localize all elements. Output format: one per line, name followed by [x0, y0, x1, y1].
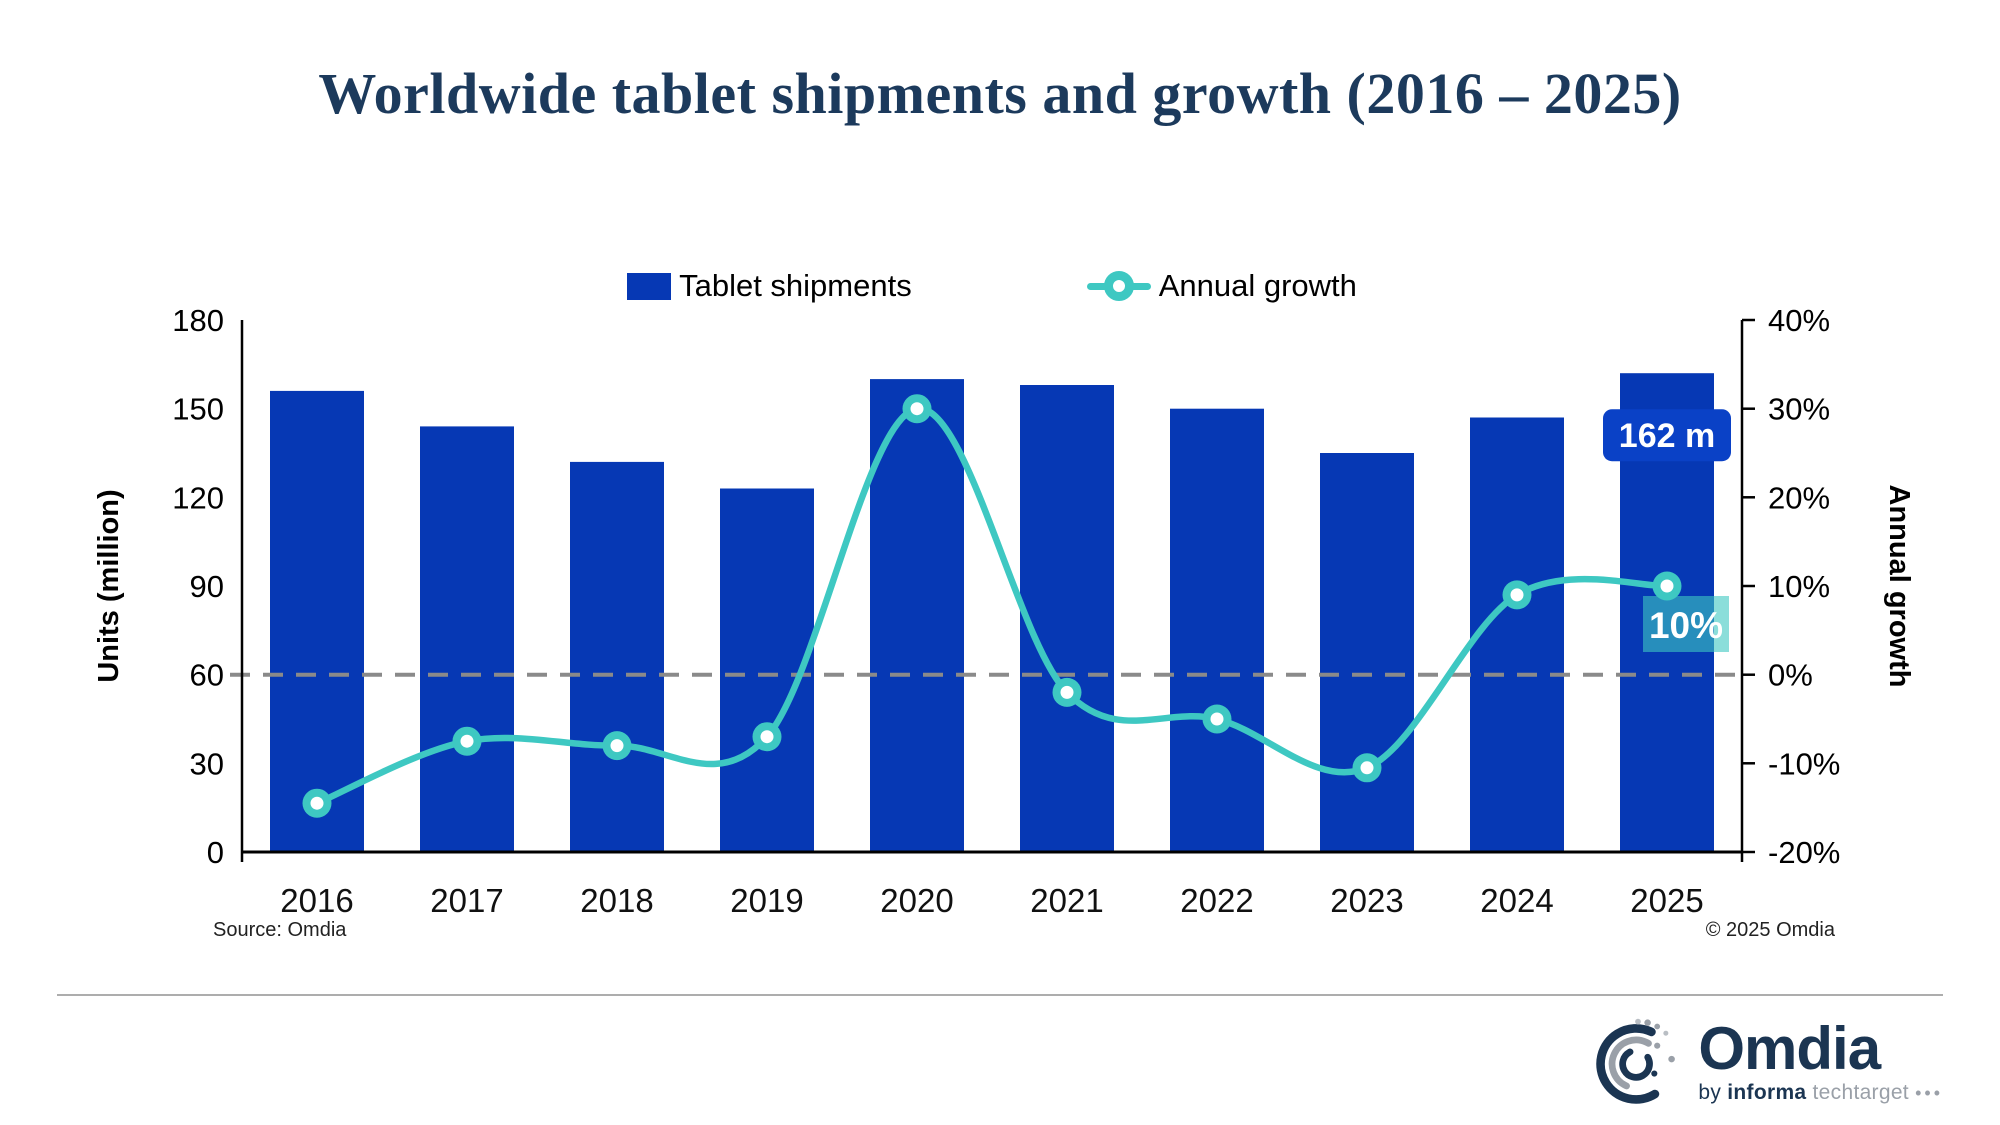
bar-swatch-icon [627, 272, 672, 300]
omdia-logo-icon [1596, 1018, 1677, 1104]
right-axis-tick-40%: 40% [1768, 303, 1830, 338]
year-label-2021: 2021 [1030, 882, 1103, 919]
growth-marker-center-2016 [310, 796, 324, 810]
omdia-tagline: by informa techtarget ••• [1698, 1081, 1943, 1105]
bar-2023 [1320, 453, 1414, 852]
year-label-2018: 2018 [580, 882, 653, 919]
shipments-value-badge [1603, 409, 1731, 462]
growth-marker-center-2018 [610, 739, 624, 753]
right-axis-title: Annual growth [1883, 485, 1915, 688]
bar-2021 [1020, 385, 1114, 852]
left-axis-tick-0: 0 [207, 835, 224, 870]
growth-marker-center-2023 [1360, 761, 1374, 775]
donut-marker-icon [1103, 271, 1134, 301]
left-axis-tick-30: 30 [190, 746, 224, 781]
shipments-value-badge-text: 162 m [1619, 417, 1715, 455]
growth-marker-center-2022 [1210, 712, 1224, 726]
omdia-wordmark: Omdia [1698, 1014, 1881, 1082]
right-axis-tick-30%: 30% [1768, 392, 1830, 427]
growth-value-badge [1643, 596, 1729, 652]
legend: Tablet shipments Annual growth [242, 268, 1742, 304]
year-label-2024: 2024 [1480, 882, 1553, 919]
left-axis-title: Units (million) [93, 489, 125, 682]
growth-marker-center-2019 [760, 730, 774, 744]
bar-2024 [1470, 417, 1564, 852]
left-axis-tick-120: 120 [172, 480, 224, 515]
growth-marker-center-2017 [460, 734, 474, 748]
omdia-logo-text: Omdia by informa techtarget ••• [1698, 1014, 1943, 1105]
right-axis-tick--10%: -10% [1768, 746, 1840, 781]
bar-2016 [270, 390, 364, 852]
growth-marker-center-2024 [1510, 588, 1524, 602]
year-label-2017: 2017 [430, 882, 503, 919]
bar-2018 [570, 461, 664, 852]
year-label-2016: 2016 [280, 882, 353, 919]
bar-2017 [420, 426, 514, 852]
footer-divider [57, 994, 1943, 996]
tagline-by: by [1698, 1080, 1722, 1104]
growth-marker-center-2025 [1660, 579, 1674, 593]
year-label-2022: 2022 [1180, 882, 1253, 919]
copyright-note: © 2025 Omdia [1705, 919, 1835, 941]
legend-label-shipments: Tablet shipments [679, 268, 912, 303]
bar-2020 [870, 379, 964, 852]
chart-title: Worldwide tablet shipments and growth (2… [318, 61, 1682, 126]
year-label-2020: 2020 [880, 882, 953, 919]
year-label-2019: 2019 [730, 882, 803, 919]
right-axis-tick-10%: 10% [1768, 569, 1830, 604]
left-axis-tick-90: 90 [190, 569, 224, 604]
right-axis-tick-0%: 0% [1768, 658, 1813, 693]
line-marker-icon [1086, 271, 1151, 301]
tagline-dots-icon: ••• [1915, 1082, 1943, 1103]
left-axis-tick-60: 60 [190, 658, 224, 693]
legend-item-tablet-shipments: Tablet shipments [627, 268, 912, 304]
left-axis-tick-180: 180 [172, 303, 224, 338]
growth-marker-center-2021 [1060, 685, 1074, 699]
right-axis-tick-20%: 20% [1768, 480, 1830, 515]
tagline-informa: informa [1727, 1080, 1807, 1104]
omdia-logo: Omdia by informa techtarget ••• [1590, 1014, 1943, 1110]
tagline-techtarget: techtarget [1812, 1080, 1909, 1104]
left-axis-tick-150: 150 [172, 392, 224, 427]
legend-item-annual-growth: Annual growth [1086, 268, 1357, 304]
bar-2022 [1170, 408, 1264, 852]
year-label-2025: 2025 [1630, 882, 1703, 919]
growth-value-badge-text: 10% [1649, 605, 1723, 646]
source-note: Source: Omdia [213, 919, 347, 941]
annual-growth-line [313, 405, 1671, 807]
year-label-2023: 2023 [1330, 882, 1403, 919]
legend-label-growth: Annual growth [1158, 268, 1357, 303]
right-axis-tick--20%: -20% [1768, 835, 1840, 870]
growth-marker-center-2020 [910, 402, 924, 416]
